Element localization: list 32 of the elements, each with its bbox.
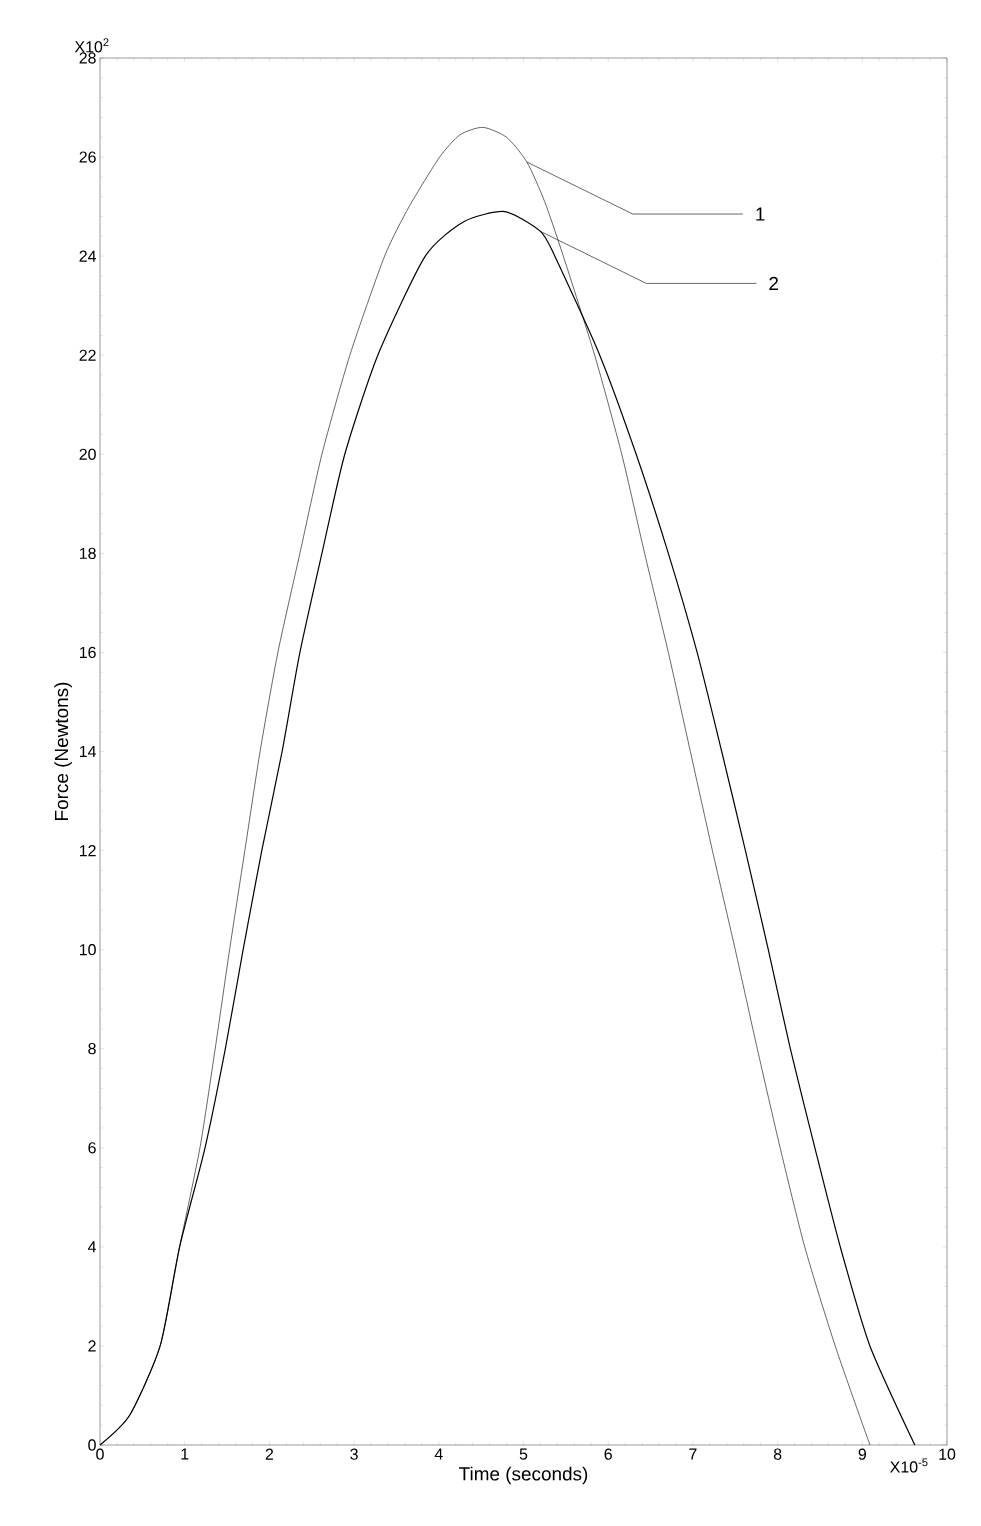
y-tick-label: 10 — [79, 944, 96, 956]
x-tick-label: 9 — [858, 1448, 866, 1460]
annotation: 1 — [756, 207, 765, 221]
y-tick-label: 28 — [79, 52, 96, 64]
x-tick-label: 1 — [181, 1448, 189, 1460]
y-tick-label: 26 — [79, 151, 96, 163]
y-tick-label: 18 — [79, 547, 96, 559]
y-tick-label: 6 — [88, 1142, 96, 1154]
text: X10$^{-5}$ — [890, 1458, 928, 1473]
text: X10$^{2}$ — [74, 38, 109, 53]
x-tick-label: 7 — [689, 1448, 697, 1460]
x-tick-label: 10 — [939, 1448, 956, 1460]
x-tick-label: 0 — [96, 1448, 104, 1460]
x-tick-label: 8 — [773, 1448, 782, 1460]
y-axis-title: Force (Newtons) — [54, 682, 72, 820]
y-tick-label: 8 — [88, 1043, 96, 1055]
x-tick-label: 6 — [604, 1448, 612, 1460]
y-tick-label: 16 — [79, 646, 96, 659]
y-tick-label: 24 — [79, 250, 96, 262]
x-axis-title: Time (seconds) — [459, 1466, 588, 1485]
y-tick-label: 4 — [87, 1241, 97, 1253]
x-tick-label: 5 — [519, 1448, 528, 1460]
y-tick-label: 2 — [88, 1340, 96, 1352]
y-tick-label: 20 — [79, 448, 96, 460]
y-tick-label: 22 — [79, 349, 96, 361]
x-tick-label: 4 — [434, 1448, 443, 1460]
annotation: 2 — [769, 276, 778, 290]
y-tick-label: 14 — [79, 746, 96, 757]
y-tick-label: 0 — [88, 1439, 96, 1451]
x-tick-label: 2 — [265, 1448, 274, 1460]
x-tick-label: 3 — [350, 1448, 358, 1460]
y-tick-label: 12 — [79, 845, 96, 857]
